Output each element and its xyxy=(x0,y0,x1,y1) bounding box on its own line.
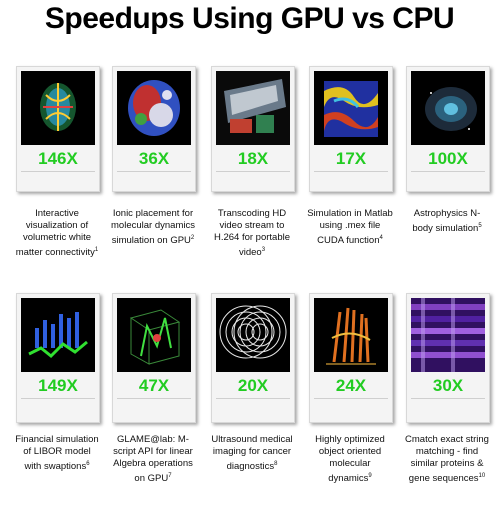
speedup-value: 47X xyxy=(138,376,170,395)
card-36x: 36X xyxy=(112,66,196,192)
card-24x: 24X xyxy=(309,293,393,423)
speedup-value: 18X xyxy=(237,149,269,168)
card-20x: 20X xyxy=(211,293,295,423)
financial-chart-image xyxy=(21,298,95,372)
matlab-heatmap-image xyxy=(314,71,388,145)
divider xyxy=(21,398,95,399)
speedup-value: 149X xyxy=(38,376,78,395)
divider xyxy=(411,398,485,399)
card-30x: 30X xyxy=(406,293,490,423)
card-146x: 146X xyxy=(16,66,100,192)
galaxy-image xyxy=(411,71,485,145)
divider xyxy=(117,398,191,399)
speedup-value: 17X xyxy=(335,149,367,168)
divider xyxy=(21,171,95,172)
divider xyxy=(216,398,290,399)
molecule-image xyxy=(117,71,191,145)
divider xyxy=(314,398,388,399)
speedup-value: 24X xyxy=(335,376,367,395)
speedup-value: 100X xyxy=(428,149,468,168)
card-description: GLAME@lab: M-script API for linear Algeb… xyxy=(113,434,193,485)
card-description: Ultrasound medical imaging for cancer di… xyxy=(211,434,293,473)
divider xyxy=(117,171,191,172)
string-matching-image xyxy=(411,298,485,372)
card-149x: 149X xyxy=(16,293,100,423)
speedup-value: 30X xyxy=(432,376,464,395)
ultrasound-image xyxy=(216,298,290,372)
card-18x: 18X xyxy=(211,66,295,192)
card-100x: 100X xyxy=(406,66,490,192)
card-description: Simulation in Matlab using .mex file CUD… xyxy=(307,208,393,247)
card-description: Financial simulation of LIBOR model with… xyxy=(15,434,99,473)
speedup-value: 146X xyxy=(38,149,78,168)
linear-algebra-image xyxy=(117,298,191,372)
divider xyxy=(216,171,290,172)
speedup-value: 36X xyxy=(138,149,170,168)
brain-connectivity-image xyxy=(21,71,95,145)
divider xyxy=(314,171,388,172)
card-47x: 47X xyxy=(112,293,196,423)
card-description: Transcoding HD video stream to H.264 for… xyxy=(213,208,291,259)
card-17x: 17X xyxy=(309,66,393,192)
card-description: Astrophysics N-body simulation5 xyxy=(412,208,482,235)
card-description: Ionic placement for molecular dynamics s… xyxy=(111,208,195,247)
card-description: Interactive visualization of volumetric … xyxy=(15,208,99,259)
speedup-value: 20X xyxy=(237,376,269,395)
video-transcoding-image xyxy=(216,71,290,145)
card-description: Highly optimized object oriented molecul… xyxy=(315,434,385,485)
page-title: Speedups Using GPU vs CPU xyxy=(44,2,455,35)
divider xyxy=(411,171,485,172)
card-description: Cmatch exact string matching - find simi… xyxy=(405,434,489,485)
molecular-dynamics-image xyxy=(314,298,388,372)
